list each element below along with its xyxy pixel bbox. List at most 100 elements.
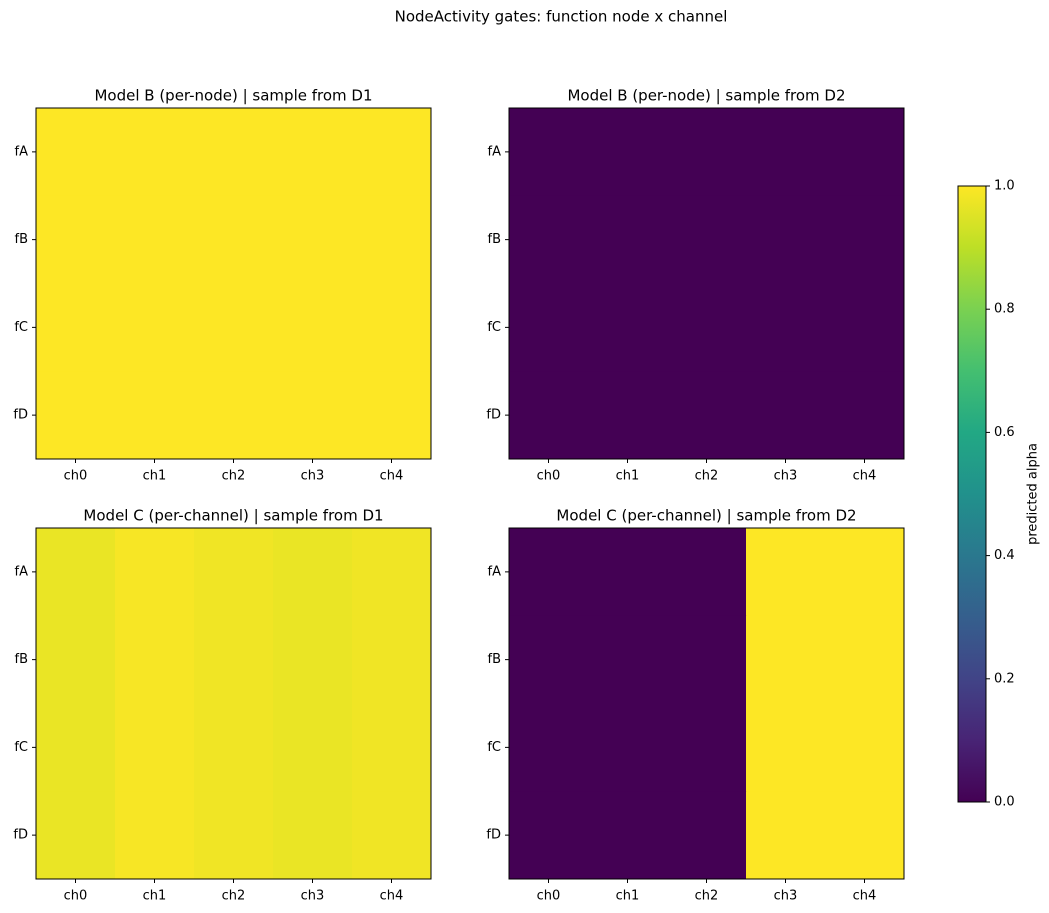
heatmap-cell: [352, 615, 432, 704]
heatmap-cell: [36, 791, 116, 880]
y-tick-label: fC: [487, 320, 501, 335]
heatmap-cell: [588, 703, 668, 792]
heatmap-cell: [667, 108, 747, 197]
heatmap-cell: [509, 791, 589, 880]
x-tick-label: ch0: [64, 889, 88, 904]
heatmap-cell: [588, 195, 668, 284]
y-tick-label: fB: [15, 232, 29, 247]
heatmap-cell: [115, 528, 195, 617]
y-tick-label: fA: [488, 144, 502, 159]
heatmap-cell: [825, 195, 905, 284]
heatmap-cell: [36, 703, 116, 792]
heatmap-cell: [509, 195, 589, 284]
x-tick-label: ch1: [143, 469, 167, 484]
heatmap-cell: [588, 108, 668, 197]
x-tick-label: ch2: [695, 889, 719, 904]
heatmap-cell: [194, 528, 274, 617]
heatmap-cell: [352, 283, 432, 372]
heatmap-cell: [36, 615, 116, 704]
heatmap-cell: [509, 703, 589, 792]
x-tick-label: ch2: [695, 469, 719, 484]
y-tick-label: fD: [486, 408, 501, 423]
x-tick-label: ch2: [222, 469, 246, 484]
panel-title: Model B (per-node) | sample from D1: [94, 87, 372, 105]
heatmap-cell: [825, 283, 905, 372]
heatmap-cell: [194, 195, 274, 284]
y-tick-label: fB: [488, 232, 502, 247]
x-tick-label: ch3: [301, 889, 325, 904]
y-tick-label: fD: [486, 828, 501, 843]
y-tick-label: fC: [14, 320, 28, 335]
y-tick-label: fC: [487, 740, 501, 755]
heatmap-cell: [746, 371, 826, 460]
heatmap-cell: [194, 703, 274, 792]
heatmap-cell: [115, 195, 195, 284]
heatmap-cell: [667, 528, 747, 617]
heatmap-cell: [36, 283, 116, 372]
colorbar-label: predicted alpha: [1026, 443, 1041, 545]
heatmap-cell: [667, 615, 747, 704]
heatmap-cell: [825, 528, 905, 617]
panel-title: Model C (per-channel) | sample from D1: [83, 507, 383, 525]
x-tick-label: ch1: [616, 469, 640, 484]
heatmap-cell: [825, 108, 905, 197]
heatmap-cell: [115, 283, 195, 372]
heatmap-cell: [352, 528, 432, 617]
heatmap-cell: [746, 108, 826, 197]
colorbar-tick-label: 0.4: [994, 548, 1015, 563]
heatmap-cell: [825, 371, 905, 460]
x-tick-label: ch0: [537, 469, 561, 484]
heatmap-cell: [36, 528, 116, 617]
heatmap-cell: [352, 371, 432, 460]
heatmap-cell: [273, 615, 353, 704]
heatmap-cell: [509, 283, 589, 372]
heatmap-cell: [352, 195, 432, 284]
heatmap-cell: [352, 703, 432, 792]
x-tick-label: ch3: [301, 469, 325, 484]
heatmap-cell: [825, 791, 905, 880]
heatmap-cell: [509, 528, 589, 617]
x-tick-label: ch3: [774, 469, 798, 484]
heatmap-cell: [588, 283, 668, 372]
heatmap-cell: [194, 108, 274, 197]
heatmap-cell: [115, 371, 195, 460]
heatmap-cell: [273, 371, 353, 460]
heatmap-cell: [825, 703, 905, 792]
heatmap-cell: [36, 108, 116, 197]
x-tick-label: ch4: [853, 889, 877, 904]
y-tick-label: fA: [15, 564, 29, 579]
figure-title: NodeActivity gates: function node x chan…: [395, 8, 728, 26]
heatmap-cell: [273, 283, 353, 372]
colorbar: [957, 185, 987, 803]
heatmap-cell: [588, 528, 668, 617]
x-tick-label: ch3: [774, 889, 798, 904]
heatmap-cell: [509, 371, 589, 460]
heatmap-cell: [746, 528, 826, 617]
heatmap-cell: [746, 615, 826, 704]
heatmap-cell: [194, 791, 274, 880]
heatmap-cell: [352, 791, 432, 880]
heatmap-cell: [509, 108, 589, 197]
heatmap-cell: [273, 791, 353, 880]
heatmap-cell: [746, 791, 826, 880]
x-tick-label: ch4: [380, 469, 404, 484]
heatmap-cell: [746, 283, 826, 372]
heatmap-cell: [667, 703, 747, 792]
heatmap-cell: [115, 791, 195, 880]
heatmap-cell: [667, 195, 747, 284]
heatmap-cell: [115, 615, 195, 704]
panel-title: Model B (per-node) | sample from D2: [567, 87, 845, 105]
x-tick-label: ch4: [853, 469, 877, 484]
y-tick-label: fB: [15, 652, 29, 667]
colorbar-tick-label: 0.0: [994, 795, 1015, 810]
heatmap-cell: [667, 283, 747, 372]
x-tick-label: ch0: [64, 469, 88, 484]
heatmap-cell: [36, 371, 116, 460]
heatmap-cell: [194, 283, 274, 372]
heatmap-cell: [352, 108, 432, 197]
x-tick-label: ch0: [537, 889, 561, 904]
heatmap-cell: [588, 615, 668, 704]
x-tick-label: ch1: [616, 889, 640, 904]
y-tick-label: fA: [488, 564, 502, 579]
